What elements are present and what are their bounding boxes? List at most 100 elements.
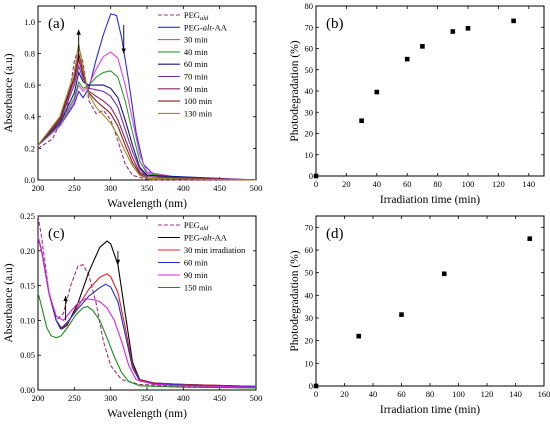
x-tick-label: 300 [104,393,117,403]
plot-frame [315,5,545,177]
data-point [441,271,447,277]
x-tick-label: 0 [314,179,318,189]
y-tick-label: 0.8 [24,48,35,58]
shift-arrowhead [115,259,121,265]
y-axis-label: Absorbance (a.u) [3,53,15,132]
legend-label: 40 min [184,47,209,57]
y-tick-label: 0.05 [20,350,35,360]
panel-label: (a) [48,16,65,32]
series-line [37,236,257,388]
data-point [420,44,425,49]
shift-arrowhead [63,296,68,302]
panel-label: (b) [326,16,344,32]
y-axis-label: Absorbance (a.u) [3,263,15,342]
data-point [465,26,471,31]
series-line [37,70,257,181]
series-line [37,43,257,181]
panel-b: 0 20 40 60 80 100 120 140 0 10 20 30 40 50 60 70 80 Irrad… [289,1,545,206]
y-tick-label: 10 [305,150,314,160]
y-axis-label: Photodegradation (%) [289,250,301,351]
y-tick-label: 0.20 [20,246,35,256]
series-line [37,59,257,181]
y-tick-label: 40 [305,86,314,96]
x-tick-label: 20 [340,389,349,399]
legend-label: PEGald [184,10,209,22]
series-line [37,13,257,181]
legend-label: 90 min [184,270,209,280]
x-axis-label: Wavelength (nm) [107,198,187,210]
panel-c: 200 250 300 350 400 450 500 0.00 0.05 0.10 0.15 0.2… [3,211,262,420]
x-tick-label: 250 [68,183,81,193]
y-tick-label: 30 [305,107,314,117]
y-tick-label: 0 [309,171,313,181]
y-tick-label: 40 [305,290,314,300]
y-tick-label: 0 [309,381,313,391]
data-point [527,236,533,241]
data-point [450,29,456,34]
y-tick-label: 30 [305,313,314,323]
panel-label: (c) [48,226,65,242]
x-tick-label: 300 [104,183,117,193]
x-tick-label: 80 [433,179,442,189]
x-tick-label: 500 [250,393,263,403]
x-tick-label: 400 [177,393,190,403]
data-point [374,89,380,95]
y-tick-label: 0.25 [20,211,35,221]
y-tick-label: 0.4 [24,112,35,122]
legend-label: 60 min [184,258,209,268]
legend-label: 30 min irradiation [184,245,246,255]
data-point [359,118,364,124]
shift-arrowhead [76,29,81,35]
y-tick-label: 80 [305,1,314,11]
legend-label: 60 min [184,59,209,69]
legend-label: 30 min [184,35,209,45]
y-tick-label: 0.00 [20,385,35,395]
y-tick-label: 0.15 [20,281,35,291]
panel-a: 200 250 300 350 400 450 500 0.0 0.2 0.4 0.6 0.8 1.0 W… [3,5,263,210]
x-axis-label: Wavelength (nm) [107,408,187,420]
y-axis-label: Photodegradation (%) [289,40,301,141]
y-tick-label: 20 [305,129,314,139]
series-line [37,53,257,181]
legend-label: 130 min [184,108,213,118]
x-tick-label: 60 [397,389,406,399]
legend-label: 90 min [184,84,209,94]
x-tick-label: 200 [32,393,45,403]
x-tick-label: 140 [509,389,522,399]
data-point [399,312,404,317]
data-point [356,333,362,339]
x-tick-label: 120 [492,179,505,189]
x-tick-label: 250 [68,393,81,403]
x-tick-label: 160 [538,389,550,399]
y-tick-label: 0.10 [20,315,35,325]
data-point [511,18,516,24]
x-tick-label: 200 [32,183,45,193]
series-line [37,292,257,389]
panel-d: 0 20 40 60 80 100 120 140 160 0 10 20 30 40 50 60 70 Irra… [289,215,550,416]
data-point [404,56,410,62]
y-tick-label: 50 [305,268,314,278]
x-tick-label: 80 [426,389,435,399]
legend-label: 100 min [184,96,213,106]
shift-arrowhead [121,48,126,54]
y-tick-label: 0.6 [24,80,35,90]
x-tick-label: 500 [250,183,263,193]
y-tick-label: 1.0 [24,17,35,27]
y-tick-label: 20 [305,336,314,346]
x-tick-label: 120 [481,389,494,399]
x-tick-label: 0 [314,389,318,399]
x-tick-label: 140 [522,179,535,189]
legend-label: 70 min [184,72,209,82]
y-tick-label: 50 [305,65,314,75]
x-tick-label: 60 [403,179,412,189]
x-tick-label: 450 [213,393,226,403]
x-tick-label: 450 [213,183,226,193]
legend-label: PEGald [184,220,209,232]
x-tick-label: 40 [373,179,382,189]
y-tick-label: 70 [305,22,314,32]
legend-label: 150 min [184,283,213,293]
x-tick-label: 100 [452,389,465,399]
series-line [37,45,256,181]
series-line [37,64,257,181]
